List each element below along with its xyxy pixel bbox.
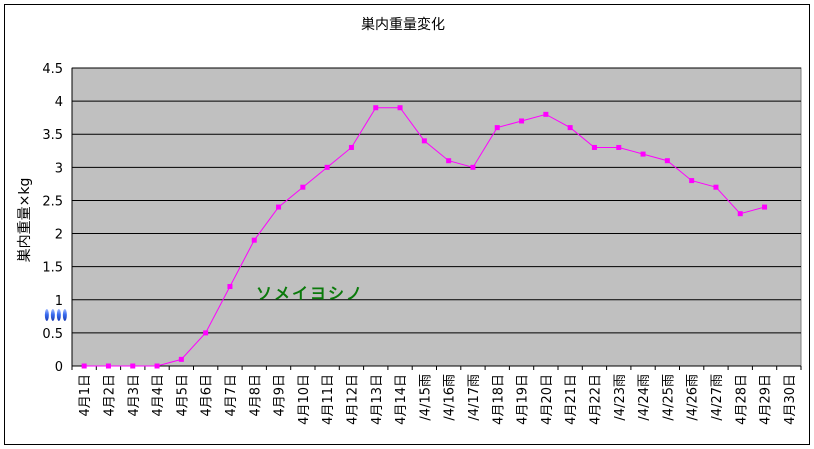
x-tick-label: 4月29日 xyxy=(759,374,774,425)
y-tick-label: 4 xyxy=(55,95,63,110)
data-point xyxy=(713,184,719,190)
y-tick-label: 4.5 xyxy=(42,62,63,77)
data-point xyxy=(567,125,573,131)
x-tick-label: 4月20日 xyxy=(540,374,555,425)
data-point xyxy=(203,330,209,336)
x-tick-label: /4/26雨 xyxy=(686,374,701,421)
data-point xyxy=(421,138,427,144)
y-axis-label: 巣内重量×kg xyxy=(17,178,33,263)
data-point xyxy=(105,363,111,369)
data-point xyxy=(130,363,136,369)
annotation-label: ソメイヨシノ xyxy=(256,284,364,303)
data-point xyxy=(81,363,87,369)
chart-svg: 巣内重量変化 0 0.5 1 1.5 2 2.5 3 3.5 4 4.5 4月1日 4月2日 4月3日 4… xyxy=(17,16,802,425)
data-point xyxy=(276,204,282,210)
chart-title: 巣内重量変化 xyxy=(361,16,445,33)
x-tick-label: 4月21日 xyxy=(564,374,579,425)
data-point xyxy=(470,164,476,170)
x-tick-label: 4月7日 xyxy=(224,374,239,417)
data-point xyxy=(762,204,768,210)
x-tick-label: 4月5日 xyxy=(175,374,190,417)
data-point xyxy=(591,144,597,150)
y-tick-label: 3.5 xyxy=(42,128,63,143)
x-tick-label: 4月9日 xyxy=(273,374,288,417)
plot-area: 0 0.5 1 1.5 2 2.5 3 3.5 4 4.5 4月1日 4月2日 4月3日 4月4日 4月5日… xyxy=(42,62,802,425)
data-point xyxy=(251,237,257,243)
x-tick-label: /4/15雨 xyxy=(418,374,433,421)
x-tick-label: /4/23雨 xyxy=(613,374,628,421)
plot-background xyxy=(71,67,802,367)
annotation-arrow-tip xyxy=(56,309,61,321)
x-tick-label: 4月2日 xyxy=(102,374,117,417)
y-tick-label: 1 xyxy=(55,294,63,309)
x-tick-label: 4月18日 xyxy=(491,374,506,425)
data-point xyxy=(154,363,160,369)
data-point xyxy=(397,105,403,111)
data-point xyxy=(227,284,233,290)
x-tick-label: 4月1日 xyxy=(78,374,93,417)
data-point xyxy=(373,105,379,111)
x-tick-label: 4月19日 xyxy=(516,374,531,425)
annotation-arrow-tip xyxy=(62,309,67,321)
x-tick-label: 4月14日 xyxy=(394,374,409,425)
data-point xyxy=(616,144,622,150)
data-point xyxy=(348,144,354,150)
x-tick-label: 4月22日 xyxy=(588,374,603,425)
data-point xyxy=(324,164,330,170)
x-tick-label: /4/25雨 xyxy=(661,374,676,421)
x-tick-label: 4月10日 xyxy=(297,374,312,425)
y-tick-label: 0 xyxy=(55,360,63,375)
y-tick-label: 2.5 xyxy=(42,194,63,209)
x-tick-label: 4月13日 xyxy=(370,374,385,425)
y-tick-label: 0.5 xyxy=(42,327,63,342)
x-tick-label: /4/24雨 xyxy=(637,374,652,421)
x-tick-label: /4/27雨 xyxy=(710,374,725,421)
annotation-arrow-tip xyxy=(44,309,49,321)
x-tick-label: /4/16雨 xyxy=(443,374,458,421)
x-tick-label: 4月3日 xyxy=(127,374,142,417)
data-point xyxy=(543,111,549,117)
data-point xyxy=(178,356,184,362)
x-tick-label: 4月28日 xyxy=(734,374,749,425)
chart-frame: 巣内重量変化 0 0.5 1 1.5 2 2.5 3 3.5 4 4.5 4月1日 4月2日 4月3日 4… xyxy=(4,4,810,445)
x-tick-label: 4月11日 xyxy=(321,374,336,425)
data-point xyxy=(640,151,646,157)
data-point xyxy=(689,178,695,184)
x-tick-label: /4/17雨 xyxy=(467,374,482,421)
x-tick-label: 4月12日 xyxy=(345,374,360,425)
annotation-arrow-tip xyxy=(50,309,55,321)
y-tick-label: 2 xyxy=(55,228,63,243)
x-tick-label: 4月8日 xyxy=(248,374,263,417)
data-point xyxy=(664,158,670,164)
y-tick-label: 3 xyxy=(55,161,63,176)
data-point xyxy=(519,118,525,124)
data-point xyxy=(494,125,500,131)
x-tick-label: 4月30日 xyxy=(783,374,798,425)
data-point xyxy=(446,158,452,164)
x-tick-label: 4月6日 xyxy=(200,374,215,417)
y-tick-label: 1.5 xyxy=(42,261,63,276)
x-tick-label: 4月4日 xyxy=(151,374,166,417)
data-point xyxy=(737,211,743,217)
data-point xyxy=(300,184,306,190)
